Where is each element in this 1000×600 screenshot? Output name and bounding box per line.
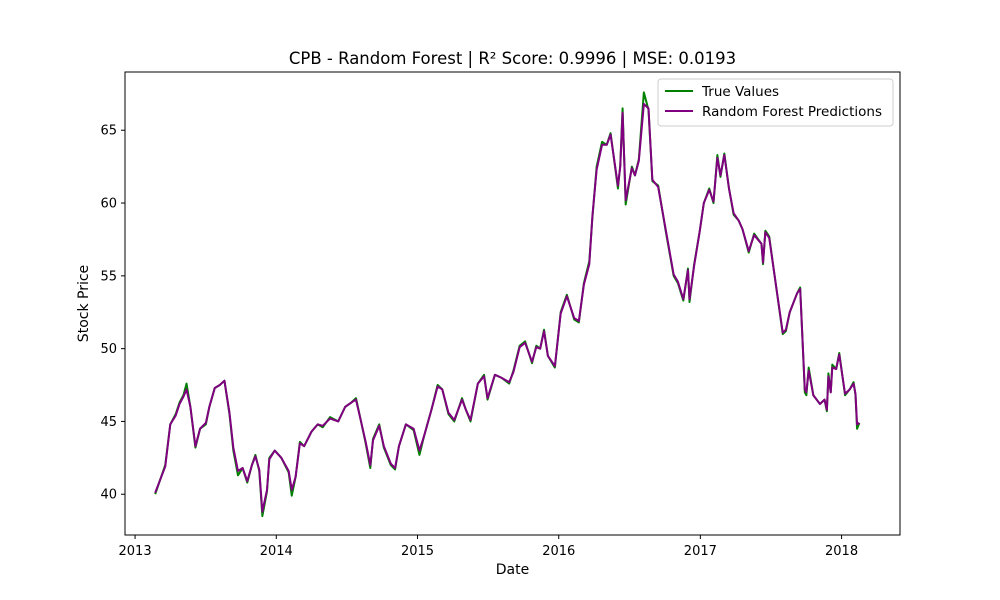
y-tick-label: 45 <box>100 415 117 430</box>
y-tick-label: 65 <box>100 124 117 139</box>
x-tick-label: 2017 <box>684 544 717 559</box>
plot-area <box>124 71 901 536</box>
x-tick-label: 2018 <box>825 544 858 559</box>
x-axis: 2013 2014 2015 2016 2017 2018 <box>119 535 858 559</box>
legend-box <box>657 78 894 127</box>
legend-label-true-values: True Values <box>701 84 779 100</box>
x-tick-label: 2013 <box>119 544 152 559</box>
y-tick-label: 40 <box>100 488 117 503</box>
y-axis-title: Stock Price <box>76 265 92 342</box>
x-tick-label: 2014 <box>260 544 293 559</box>
x-axis-title: Date <box>496 562 529 578</box>
x-tick-label: 2015 <box>401 544 434 559</box>
y-axis: 40 45 50 55 60 65 <box>100 124 125 503</box>
x-tick-label: 2016 <box>542 544 575 559</box>
chart-title: CPB - Random Forest | R² Score: 0.9996 |… <box>289 49 736 68</box>
y-tick-label: 55 <box>100 269 117 284</box>
y-tick-label: 60 <box>100 197 117 212</box>
legend: True Values Random Forest Predictions <box>657 78 894 127</box>
y-tick-label: 50 <box>100 342 117 357</box>
legend-label-predictions: Random Forest Predictions <box>702 104 882 120</box>
series-layer <box>154 91 861 518</box>
plot-frame <box>124 71 901 536</box>
series-line-predictions <box>154 103 860 513</box>
